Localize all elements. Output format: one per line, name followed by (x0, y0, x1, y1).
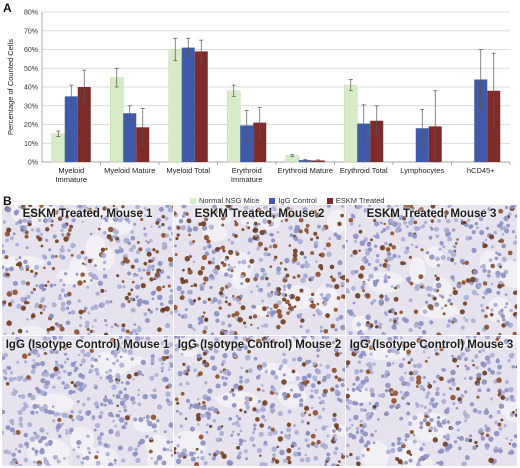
bar (370, 120, 384, 162)
bar (51, 133, 65, 163)
y-tick-label: 20% (24, 122, 38, 129)
micrograph-grid: ESKM Treated, Mouse 1 ESKM Treated, Mouse… (2, 205, 518, 467)
y-tick-label: 30% (24, 103, 38, 110)
micrograph-image (174, 336, 345, 466)
bar (181, 47, 195, 162)
bar (474, 79, 488, 162)
micrograph-image (346, 336, 517, 466)
micrograph-label: IgG (Isotype Control) Mouse 3 (349, 339, 514, 351)
bar (123, 113, 137, 162)
x-tick-label: hCD45+ (467, 166, 495, 175)
bar (357, 123, 371, 162)
micrograph-panel: ESKM Treated, Mouse 3 (346, 205, 517, 335)
y-axis-label: Percentage of Counted Cells (6, 39, 15, 135)
micrograph-panel: ESKM Treated, Mouse 1 (2, 205, 173, 335)
legend-label: Normal NSG Mice (199, 196, 260, 205)
micrograph-image (174, 205, 345, 335)
micrograph-label: ESKM Treated, Mouse 2 (194, 208, 325, 220)
bar (110, 77, 124, 163)
bar (168, 49, 182, 163)
micrograph-label: ESKM Treated, Mouse 3 (366, 208, 497, 220)
bar (344, 84, 358, 163)
legend-label: IgG Control (278, 196, 317, 205)
legend-entry: IgG Control (269, 196, 317, 205)
micrograph-image (2, 336, 173, 466)
x-tick-label: Myeloid (58, 166, 84, 175)
x-tick-label: Myeloid Total (166, 166, 210, 175)
bar (253, 122, 267, 162)
micrograph-image (2, 205, 173, 335)
micrograph-label: ESKM Treated, Mouse 1 (22, 208, 153, 220)
y-tick-label: 0% (28, 160, 38, 167)
y-tick-label: 60% (24, 47, 38, 54)
legend-entry: ESKM Treated (326, 196, 385, 205)
y-tick-label: 70% (24, 28, 38, 35)
micrograph-image (346, 205, 517, 335)
x-tick-label: Lymphocytes (400, 166, 444, 175)
y-tick-label: 80% (24, 10, 38, 17)
legend-label: ESKM Treated (335, 196, 385, 205)
bar (194, 51, 208, 162)
x-tick-label: Erythroid Total (340, 166, 388, 175)
y-tick-label: 10% (24, 141, 38, 148)
micrograph-panel: IgG (Isotype Control) Mouse 3 (346, 336, 517, 466)
legend-swatch (269, 197, 276, 204)
chart-legend: Normal NSG Mice IgG Control ESKM Treated (190, 196, 385, 205)
bar (77, 87, 91, 162)
x-tick-label: Erythroid (232, 166, 262, 175)
micrograph-label: IgG (Isotype Control) Mouse 2 (177, 339, 342, 351)
micrograph-label: IgG (Isotype Control) Mouse 1 (5, 339, 170, 351)
micrograph-panel: IgG (Isotype Control) Mouse 2 (174, 336, 345, 466)
bar (64, 96, 78, 162)
y-tick-label: 40% (24, 85, 38, 92)
panel-a-label: A (3, 1, 12, 15)
legend-swatch (326, 197, 333, 204)
panel-b-label: B (3, 194, 12, 208)
micrograph-panel: IgG (Isotype Control) Mouse 1 (2, 336, 173, 466)
legend-swatch (190, 197, 196, 204)
bar (298, 160, 312, 162)
x-tick-label: Immature (231, 175, 263, 184)
x-tick-label: Erythroid Mature (278, 166, 333, 175)
bar (240, 125, 254, 162)
y-tick-label: 50% (24, 66, 38, 73)
x-tick-label: Myeloid Mature (104, 166, 155, 175)
bar-chart: 0% 10% 20% 30% 40% 50% 60% 70% 80% Percentage of … (6, 10, 511, 184)
bar (227, 90, 241, 163)
legend-entry: Normal NSG Mice (190, 196, 259, 205)
x-tick-label: Immature (55, 175, 87, 184)
micrograph-panel: ESKM Treated, Mouse 2 (174, 205, 345, 335)
